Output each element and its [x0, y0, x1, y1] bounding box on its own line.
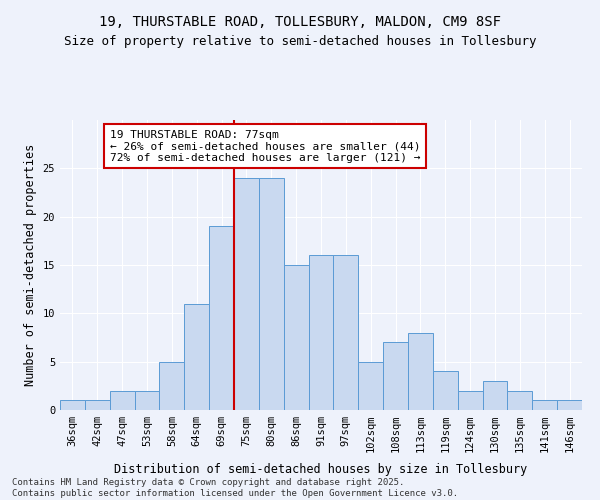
Bar: [334, 256, 358, 410]
Bar: [60, 400, 85, 410]
Text: 19, THURSTABLE ROAD, TOLLESBURY, MALDON, CM9 8SF: 19, THURSTABLE ROAD, TOLLESBURY, MALDON,…: [99, 15, 501, 29]
X-axis label: Distribution of semi-detached houses by size in Tollesbury: Distribution of semi-detached houses by …: [115, 464, 527, 476]
Text: Contains HM Land Registry data © Crown copyright and database right 2025.
Contai: Contains HM Land Registry data © Crown c…: [12, 478, 458, 498]
Bar: [383, 342, 408, 410]
Bar: [259, 178, 284, 410]
Text: 19 THURSTABLE ROAD: 77sqm
← 26% of semi-detached houses are smaller (44)
72% of : 19 THURSTABLE ROAD: 77sqm ← 26% of semi-…: [110, 130, 420, 163]
Bar: [433, 372, 458, 410]
Bar: [532, 400, 557, 410]
Bar: [110, 390, 134, 410]
Bar: [358, 362, 383, 410]
Bar: [284, 265, 308, 410]
Bar: [508, 390, 532, 410]
Text: Size of property relative to semi-detached houses in Tollesbury: Size of property relative to semi-detach…: [64, 35, 536, 48]
Bar: [482, 381, 508, 410]
Bar: [458, 390, 482, 410]
Bar: [160, 362, 184, 410]
Bar: [408, 332, 433, 410]
Y-axis label: Number of semi-detached properties: Number of semi-detached properties: [24, 144, 37, 386]
Bar: [308, 256, 334, 410]
Bar: [184, 304, 209, 410]
Bar: [209, 226, 234, 410]
Bar: [234, 178, 259, 410]
Bar: [557, 400, 582, 410]
Bar: [134, 390, 160, 410]
Bar: [85, 400, 110, 410]
